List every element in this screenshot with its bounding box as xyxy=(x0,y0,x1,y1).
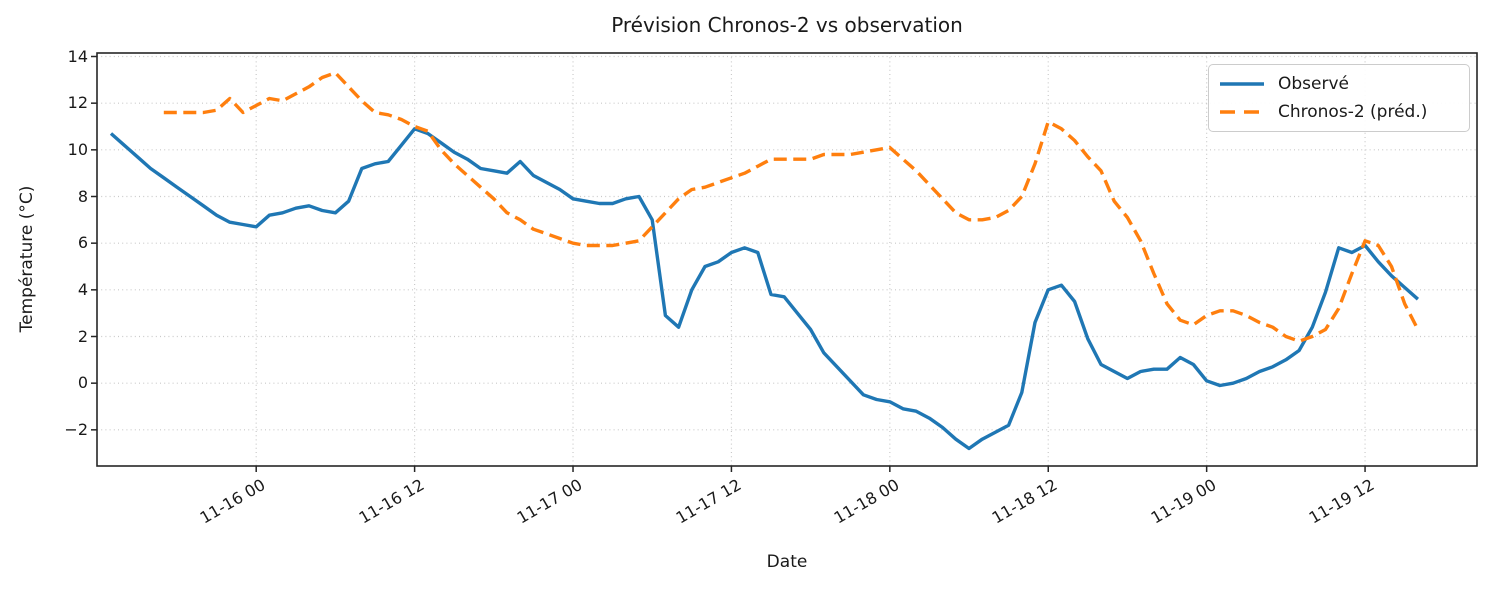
y-tick-label: 4 xyxy=(77,279,88,299)
predicted-series-line xyxy=(163,71,1420,343)
y-axis-label: Température (°C) xyxy=(17,185,37,333)
y-tick-label: −2 xyxy=(64,419,88,439)
y-tick-label: 6 xyxy=(77,233,88,253)
legend-label-predicted: Chronos-2 (préd.) xyxy=(1278,101,1428,122)
y-tick-label: 14 xyxy=(67,46,88,66)
y-tick-label: 10 xyxy=(67,139,88,159)
legend-label-observed: Observé xyxy=(1278,74,1349,95)
y-tick-label: 2 xyxy=(77,326,88,346)
chart-title: Prévision Chronos-2 vs observation xyxy=(611,13,963,37)
y-tick-label: 8 xyxy=(77,186,88,206)
observed-series-line xyxy=(109,127,1420,451)
legend-item-predicted: Chronos-2 (préd.) xyxy=(1209,102,1469,122)
observed-line-swatch xyxy=(1220,82,1264,87)
y-tick-label: 12 xyxy=(67,93,88,113)
legend: Observé Chronos-2 (préd.) xyxy=(1208,64,1470,132)
y-tick-label: 0 xyxy=(77,373,88,393)
predicted-dashed-line-swatch xyxy=(1220,109,1264,114)
plot-border xyxy=(96,52,1478,467)
x-axis-label: Date xyxy=(766,552,808,572)
legend-item-observed: Observé xyxy=(1209,74,1469,94)
